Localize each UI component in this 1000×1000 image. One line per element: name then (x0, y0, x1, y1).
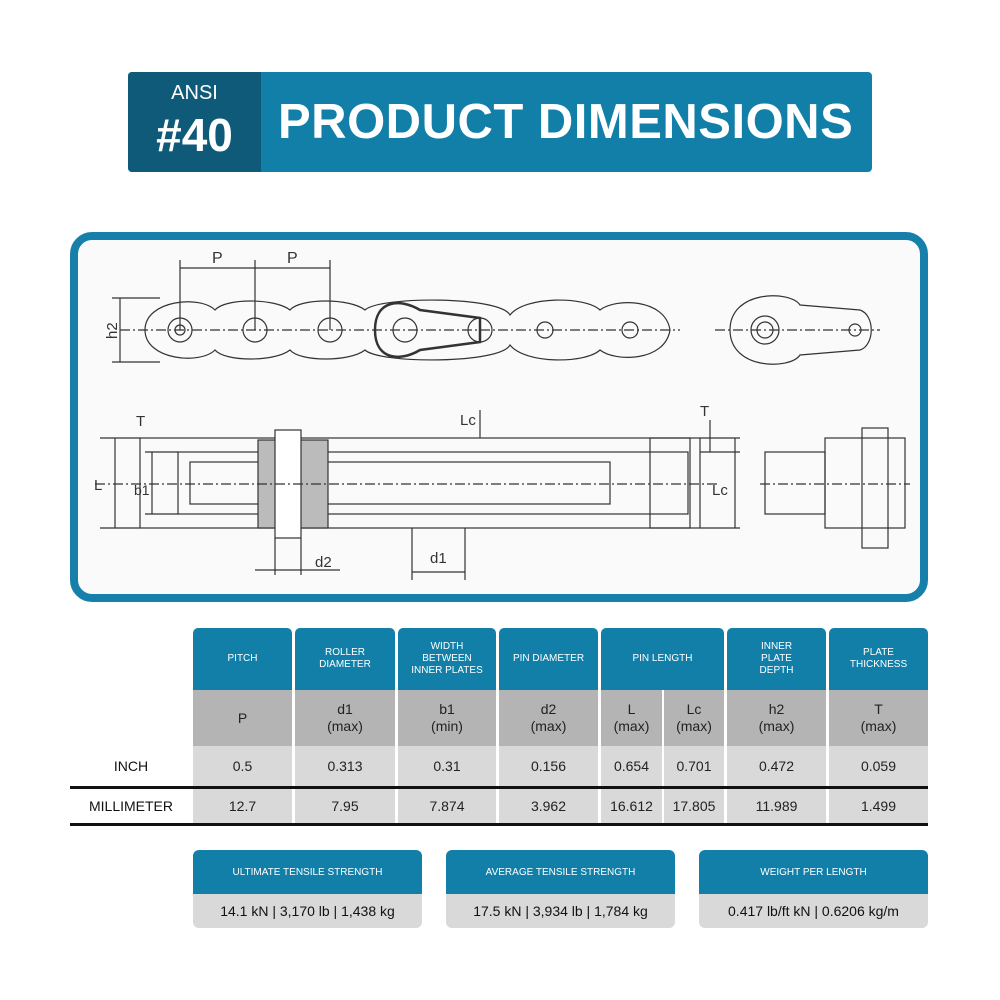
spec-value: 0.417 lb/ft kN | 0.6206 kg/m (699, 894, 928, 928)
symbol-cell: T (max) (829, 690, 928, 746)
chain-end-view (715, 295, 880, 365)
symbol-limit: (max) (327, 718, 363, 734)
symbol: P (237, 709, 248, 726)
spec-value: 14.1 kN | 3,170 lb | 1,438 kg (193, 894, 422, 928)
spec-title: WEIGHT PER LENGTH (699, 850, 928, 894)
b1-label: b1 (134, 482, 150, 498)
symbol-cell: d2 (max) (499, 690, 598, 746)
symbol-cell: P (193, 690, 292, 746)
table-cell: 0.5 (193, 746, 292, 786)
spec-ultimate-tensile: ULTIMATE TENSILE STRENGTH 14.1 kN | 3,17… (193, 850, 422, 928)
page-title: PRODUCT DIMENSIONS (278, 95, 854, 149)
row-divider (70, 786, 928, 789)
table-cell: 0.313 (295, 746, 395, 786)
symbol: Lc (686, 701, 702, 717)
table-cell: 0.654 (601, 746, 662, 786)
chain-drawing: P P h2 L b1 T T Lc Lc d2 d1 (94, 250, 910, 580)
table-cell: 1.499 (829, 789, 928, 823)
row-label: INCH (113, 758, 149, 774)
table-cell: 7.874 (398, 789, 496, 823)
header-pitch: PITCH (193, 628, 292, 690)
table-bottom-rule (70, 823, 928, 826)
chain-top-view: L b1 T T Lc Lc d2 d1 (94, 403, 740, 580)
title-banner: ANSI #40 PRODUCT DIMENSIONS (128, 72, 872, 172)
header-roller-diameter: ROLLER DIAMETER (295, 628, 395, 690)
table-cell: 7.95 (295, 789, 395, 823)
symbol-cell: h2 (max) (727, 690, 826, 746)
symbol: L (627, 701, 636, 717)
t-label-2: T (700, 403, 709, 420)
symbol-cell: L (max) (601, 690, 662, 746)
d2-label: d2 (315, 554, 332, 571)
table-cell: 16.612 (601, 789, 662, 823)
spec-title: AVERAGE TENSILE STRENGTH (446, 850, 675, 894)
symbol: d2 (540, 701, 557, 717)
table-cell: 0.059 (829, 746, 928, 786)
table-cell: 0.701 (664, 746, 724, 786)
spec-value: 17.5 kN | 3,934 lb | 1,784 kg (446, 894, 675, 928)
table-cell: 12.7 (193, 789, 292, 823)
d1-label: d1 (430, 550, 447, 567)
lc-label: Lc (460, 412, 476, 429)
spec-title: ULTIMATE TENSILE STRENGTH (193, 850, 422, 894)
t-label: T (136, 413, 145, 430)
pitch-label: P (212, 250, 223, 267)
header-width-inner-plates: WIDTH BETWEEN INNER PLATES (398, 628, 496, 690)
symbol-limit: (max) (758, 718, 795, 734)
symbol-limit: (min) (431, 718, 463, 734)
spec-weight-per-length: WEIGHT PER LENGTH 0.417 lb/ft kN | 0.620… (699, 850, 928, 928)
symbol: T (874, 701, 883, 717)
table-cell: 0.156 (499, 746, 598, 786)
symbol-limit: (max) (530, 718, 567, 734)
symbol-limit: (max) (860, 718, 897, 734)
header-pin-diameter: PIN DIAMETER (499, 628, 598, 690)
table-cell: 17.805 (664, 789, 724, 823)
table-cell: 11.989 (727, 789, 826, 823)
symbol-cell: d1 (max) (295, 690, 395, 746)
chain-end-top-view (760, 427, 910, 549)
symbol-limit: (max) (676, 718, 712, 734)
table-cell: 0.472 (727, 746, 826, 786)
spec-average-tensile: AVERAGE TENSILE STRENGTH 17.5 kN | 3,934… (446, 850, 675, 928)
symbol: d1 (337, 701, 353, 717)
ansi-label: ANSI (171, 82, 218, 104)
symbol-cell: Lc (max) (664, 690, 724, 746)
pitch-label-2: P (287, 250, 298, 267)
symbol-cell: b1 (min) (398, 690, 496, 746)
table-cell: 3.962 (499, 789, 598, 823)
table-cell: 0.31 (398, 746, 496, 786)
lc-label-2: Lc (712, 482, 728, 499)
symbol: b1 (439, 701, 455, 717)
symbol: h2 (768, 701, 785, 717)
row-label: MILLIMETER (88, 798, 173, 814)
chain-diagram: P P h2 L b1 T T Lc Lc d2 d1 (70, 232, 928, 602)
chain-side-view: P P h2 (104, 250, 680, 363)
chain-number: #40 (156, 109, 233, 161)
l-label: L (94, 477, 102, 494)
header-inner-plate-depth: INNER PLATE DEPTH (727, 628, 826, 690)
header-plate-thickness: PLATE THICKNESS (829, 628, 928, 690)
model-badge: ANSI #40 (128, 72, 261, 172)
header-pin-length: PIN LENGTH (601, 628, 724, 690)
h2-label: h2 (104, 322, 121, 339)
symbol-limit: (max) (613, 718, 650, 734)
